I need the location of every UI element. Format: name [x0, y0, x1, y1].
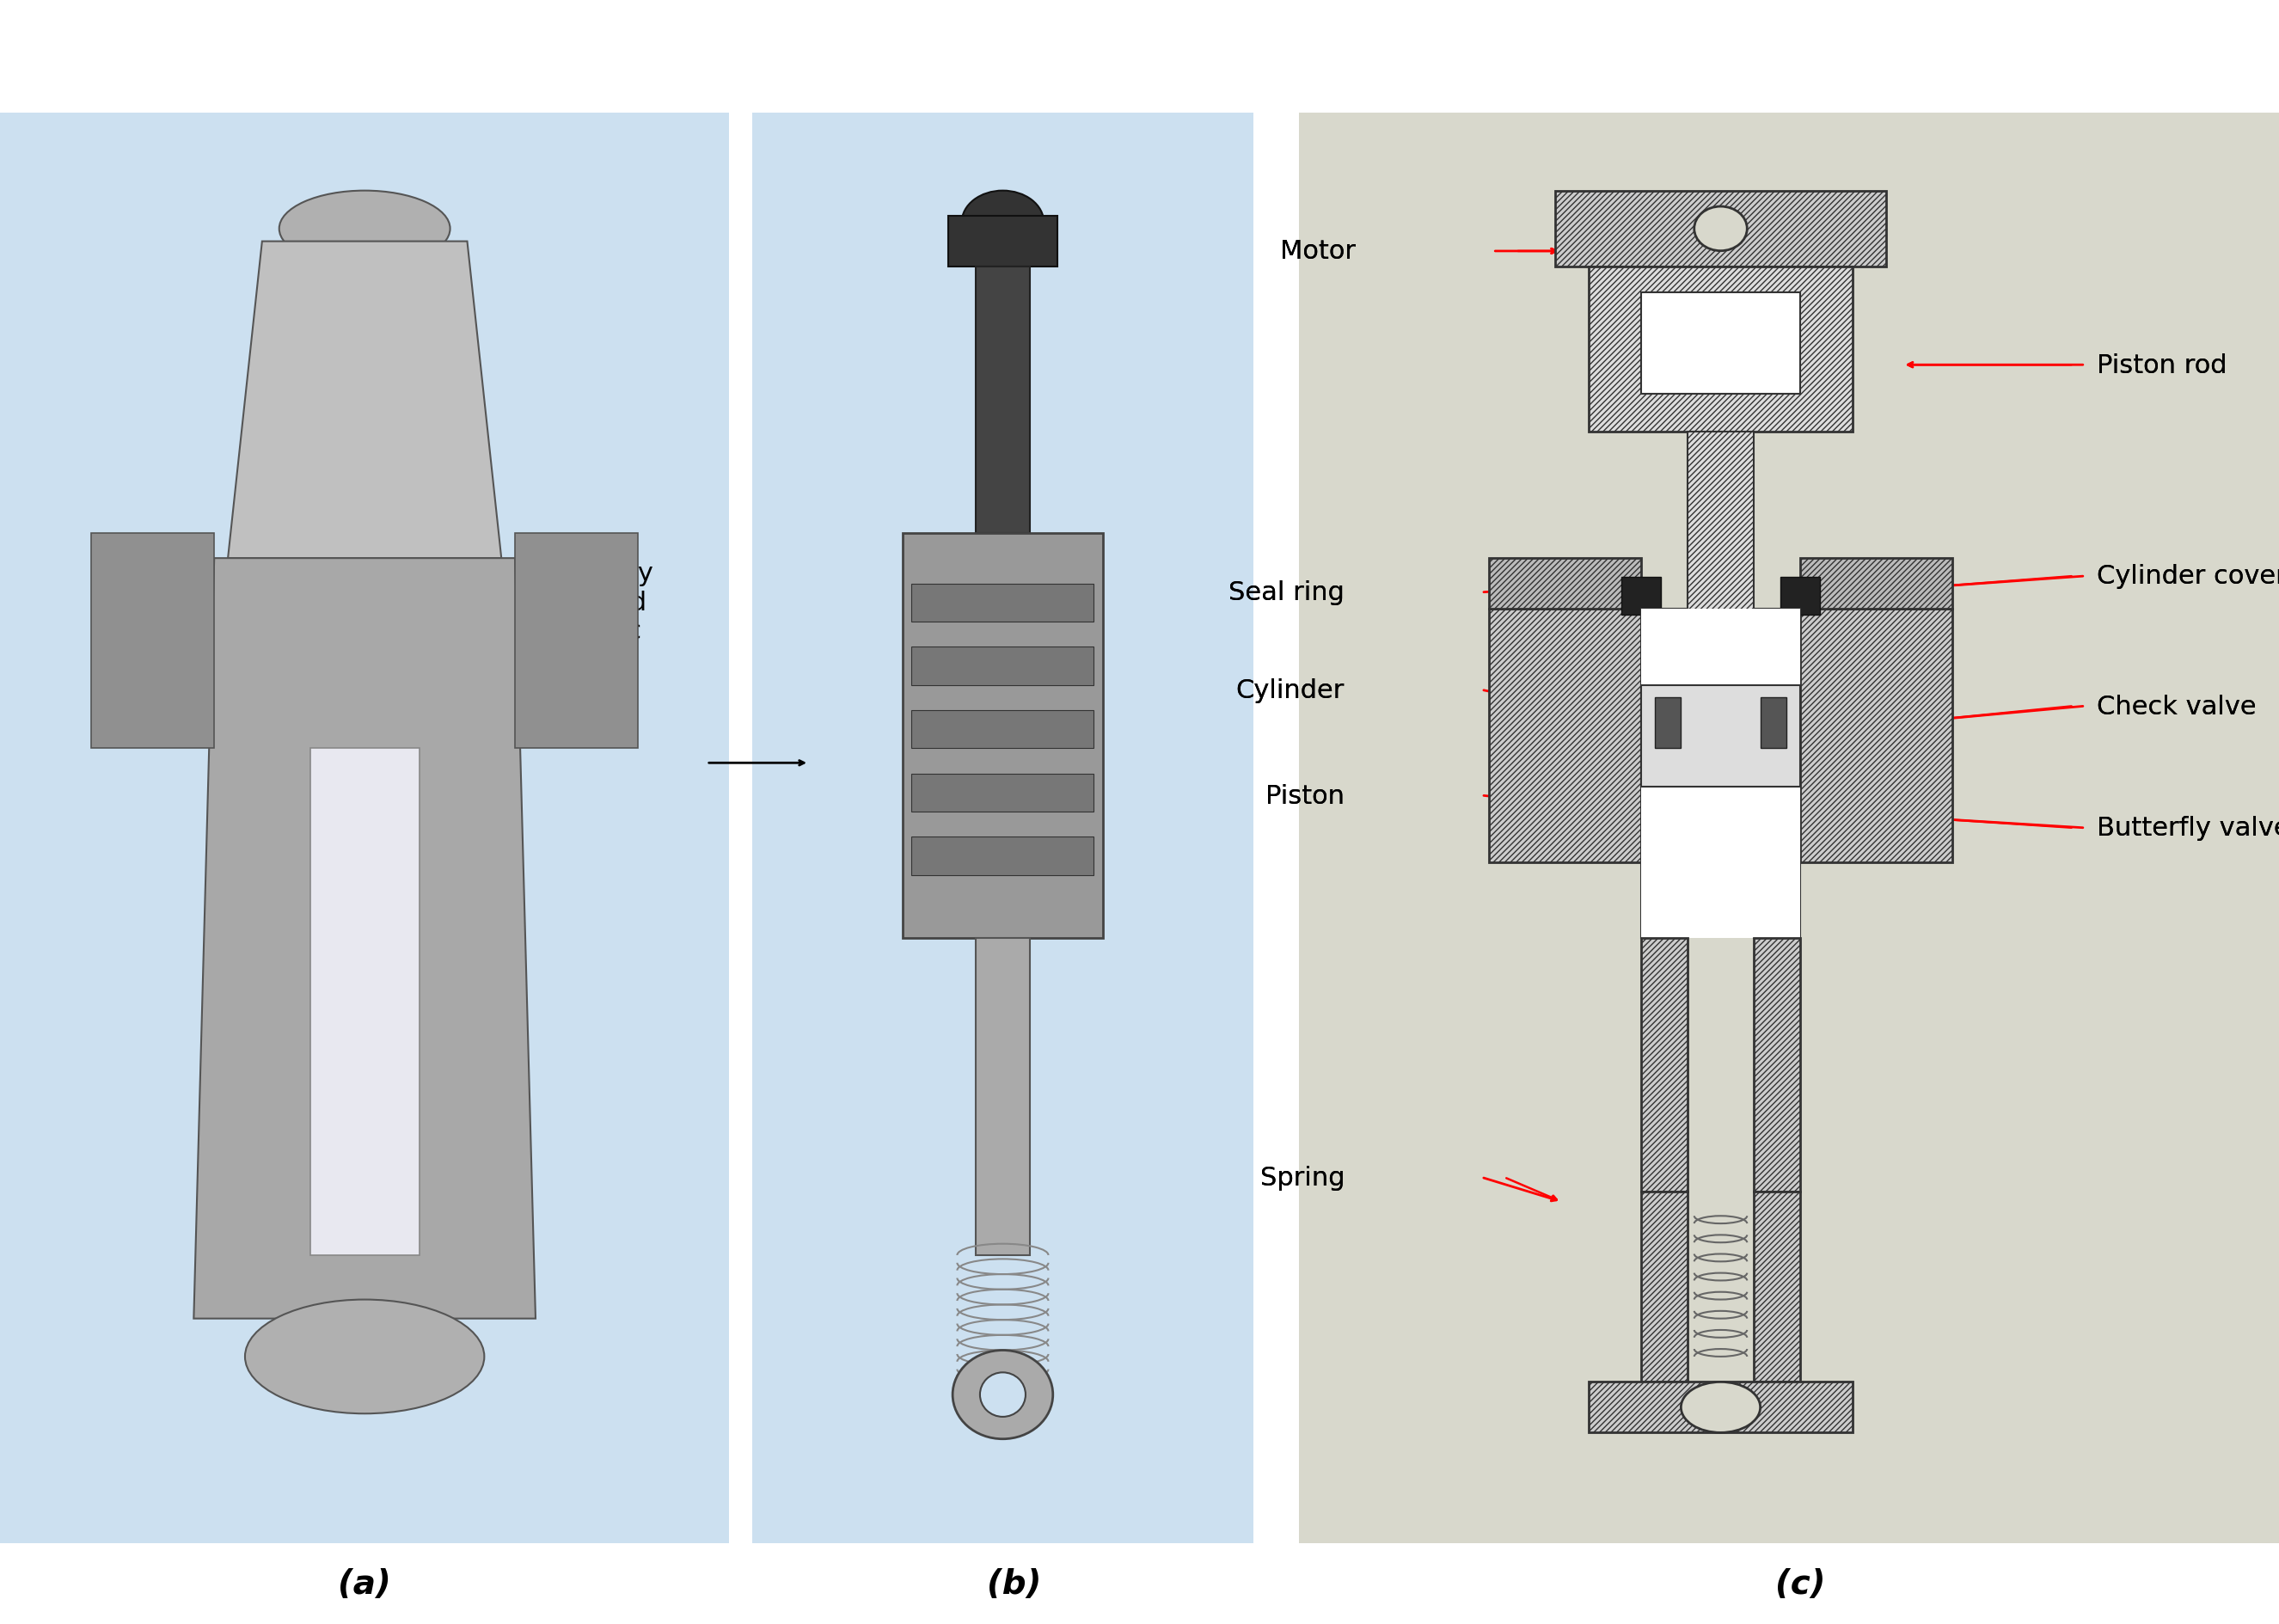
Text: Seal ring: Seal ring [1228, 580, 1345, 606]
Polygon shape [1641, 609, 1800, 939]
Text: Motor: Motor [1281, 239, 1356, 265]
Bar [0, 114, 729, 1543]
Text: Check valve: Check valve [2097, 693, 2256, 719]
Bar [1299, 114, 2279, 1543]
Ellipse shape [244, 1299, 483, 1413]
Bar [912, 585, 1094, 622]
Polygon shape [194, 559, 536, 1319]
Ellipse shape [278, 192, 449, 268]
Polygon shape [1800, 609, 1951, 862]
Polygon shape [1686, 432, 1755, 749]
Polygon shape [310, 749, 419, 1255]
Polygon shape [515, 533, 638, 749]
Bar [1620, 578, 1661, 615]
Ellipse shape [962, 192, 1044, 255]
Text: Piston rod: Piston rod [2097, 352, 2227, 378]
Polygon shape [1488, 559, 1641, 609]
Ellipse shape [953, 1351, 1053, 1439]
Bar [1780, 578, 1819, 615]
Bar [752, 114, 1253, 1543]
Bar [912, 648, 1094, 685]
Bar [1655, 698, 1682, 749]
Polygon shape [228, 242, 501, 559]
Ellipse shape [1693, 208, 1748, 252]
Text: Electrically
controlled
hydraulic
cylinder: Electrically controlled hydraulic cylind… [510, 562, 652, 672]
Polygon shape [1488, 609, 1641, 862]
Text: (c): (c) [1775, 1567, 1825, 1600]
Text: (a): (a) [337, 1567, 392, 1600]
Text: Piston: Piston [1265, 783, 1345, 809]
Polygon shape [1800, 559, 1951, 609]
Text: Butterfly valve: Butterfly valve [2097, 815, 2279, 841]
Text: Piston rod: Piston rod [2097, 352, 2227, 378]
Polygon shape [91, 533, 214, 749]
Polygon shape [1641, 609, 1686, 939]
Text: Cylinder: Cylinder [1235, 677, 1345, 703]
Polygon shape [1588, 1382, 1853, 1432]
Polygon shape [975, 268, 1030, 533]
Bar [1759, 698, 1787, 749]
Polygon shape [1755, 939, 1800, 1192]
Text: Motor: Motor [1281, 239, 1356, 265]
Bar [912, 711, 1094, 749]
Polygon shape [1641, 1192, 1686, 1382]
Text: Cylinder cover: Cylinder cover [2097, 564, 2279, 590]
Text: (b): (b) [987, 1567, 1042, 1600]
Polygon shape [1641, 292, 1800, 395]
Text: Cylinder: Cylinder [1235, 677, 1345, 703]
Bar [912, 775, 1094, 812]
Text: Spring: Spring [1260, 1164, 1345, 1190]
Text: Cylinder cover: Cylinder cover [2097, 564, 2279, 590]
Polygon shape [1641, 939, 1686, 1192]
Polygon shape [1641, 685, 1800, 786]
Polygon shape [902, 533, 1103, 939]
Text: Check valve: Check valve [2097, 693, 2256, 719]
Polygon shape [1588, 268, 1853, 432]
Text: Spring: Spring [1260, 1164, 1345, 1190]
Bar [912, 838, 1094, 875]
Polygon shape [975, 939, 1030, 1255]
Text: Butterfly valve: Butterfly valve [2097, 815, 2279, 841]
Polygon shape [1755, 609, 1800, 939]
Ellipse shape [980, 1372, 1026, 1416]
Text: Seal ring: Seal ring [1228, 580, 1345, 606]
Polygon shape [1554, 192, 1885, 268]
Text: Piston: Piston [1265, 783, 1345, 809]
Polygon shape [948, 216, 1057, 268]
Ellipse shape [1682, 1382, 1759, 1432]
Polygon shape [1755, 1192, 1800, 1382]
